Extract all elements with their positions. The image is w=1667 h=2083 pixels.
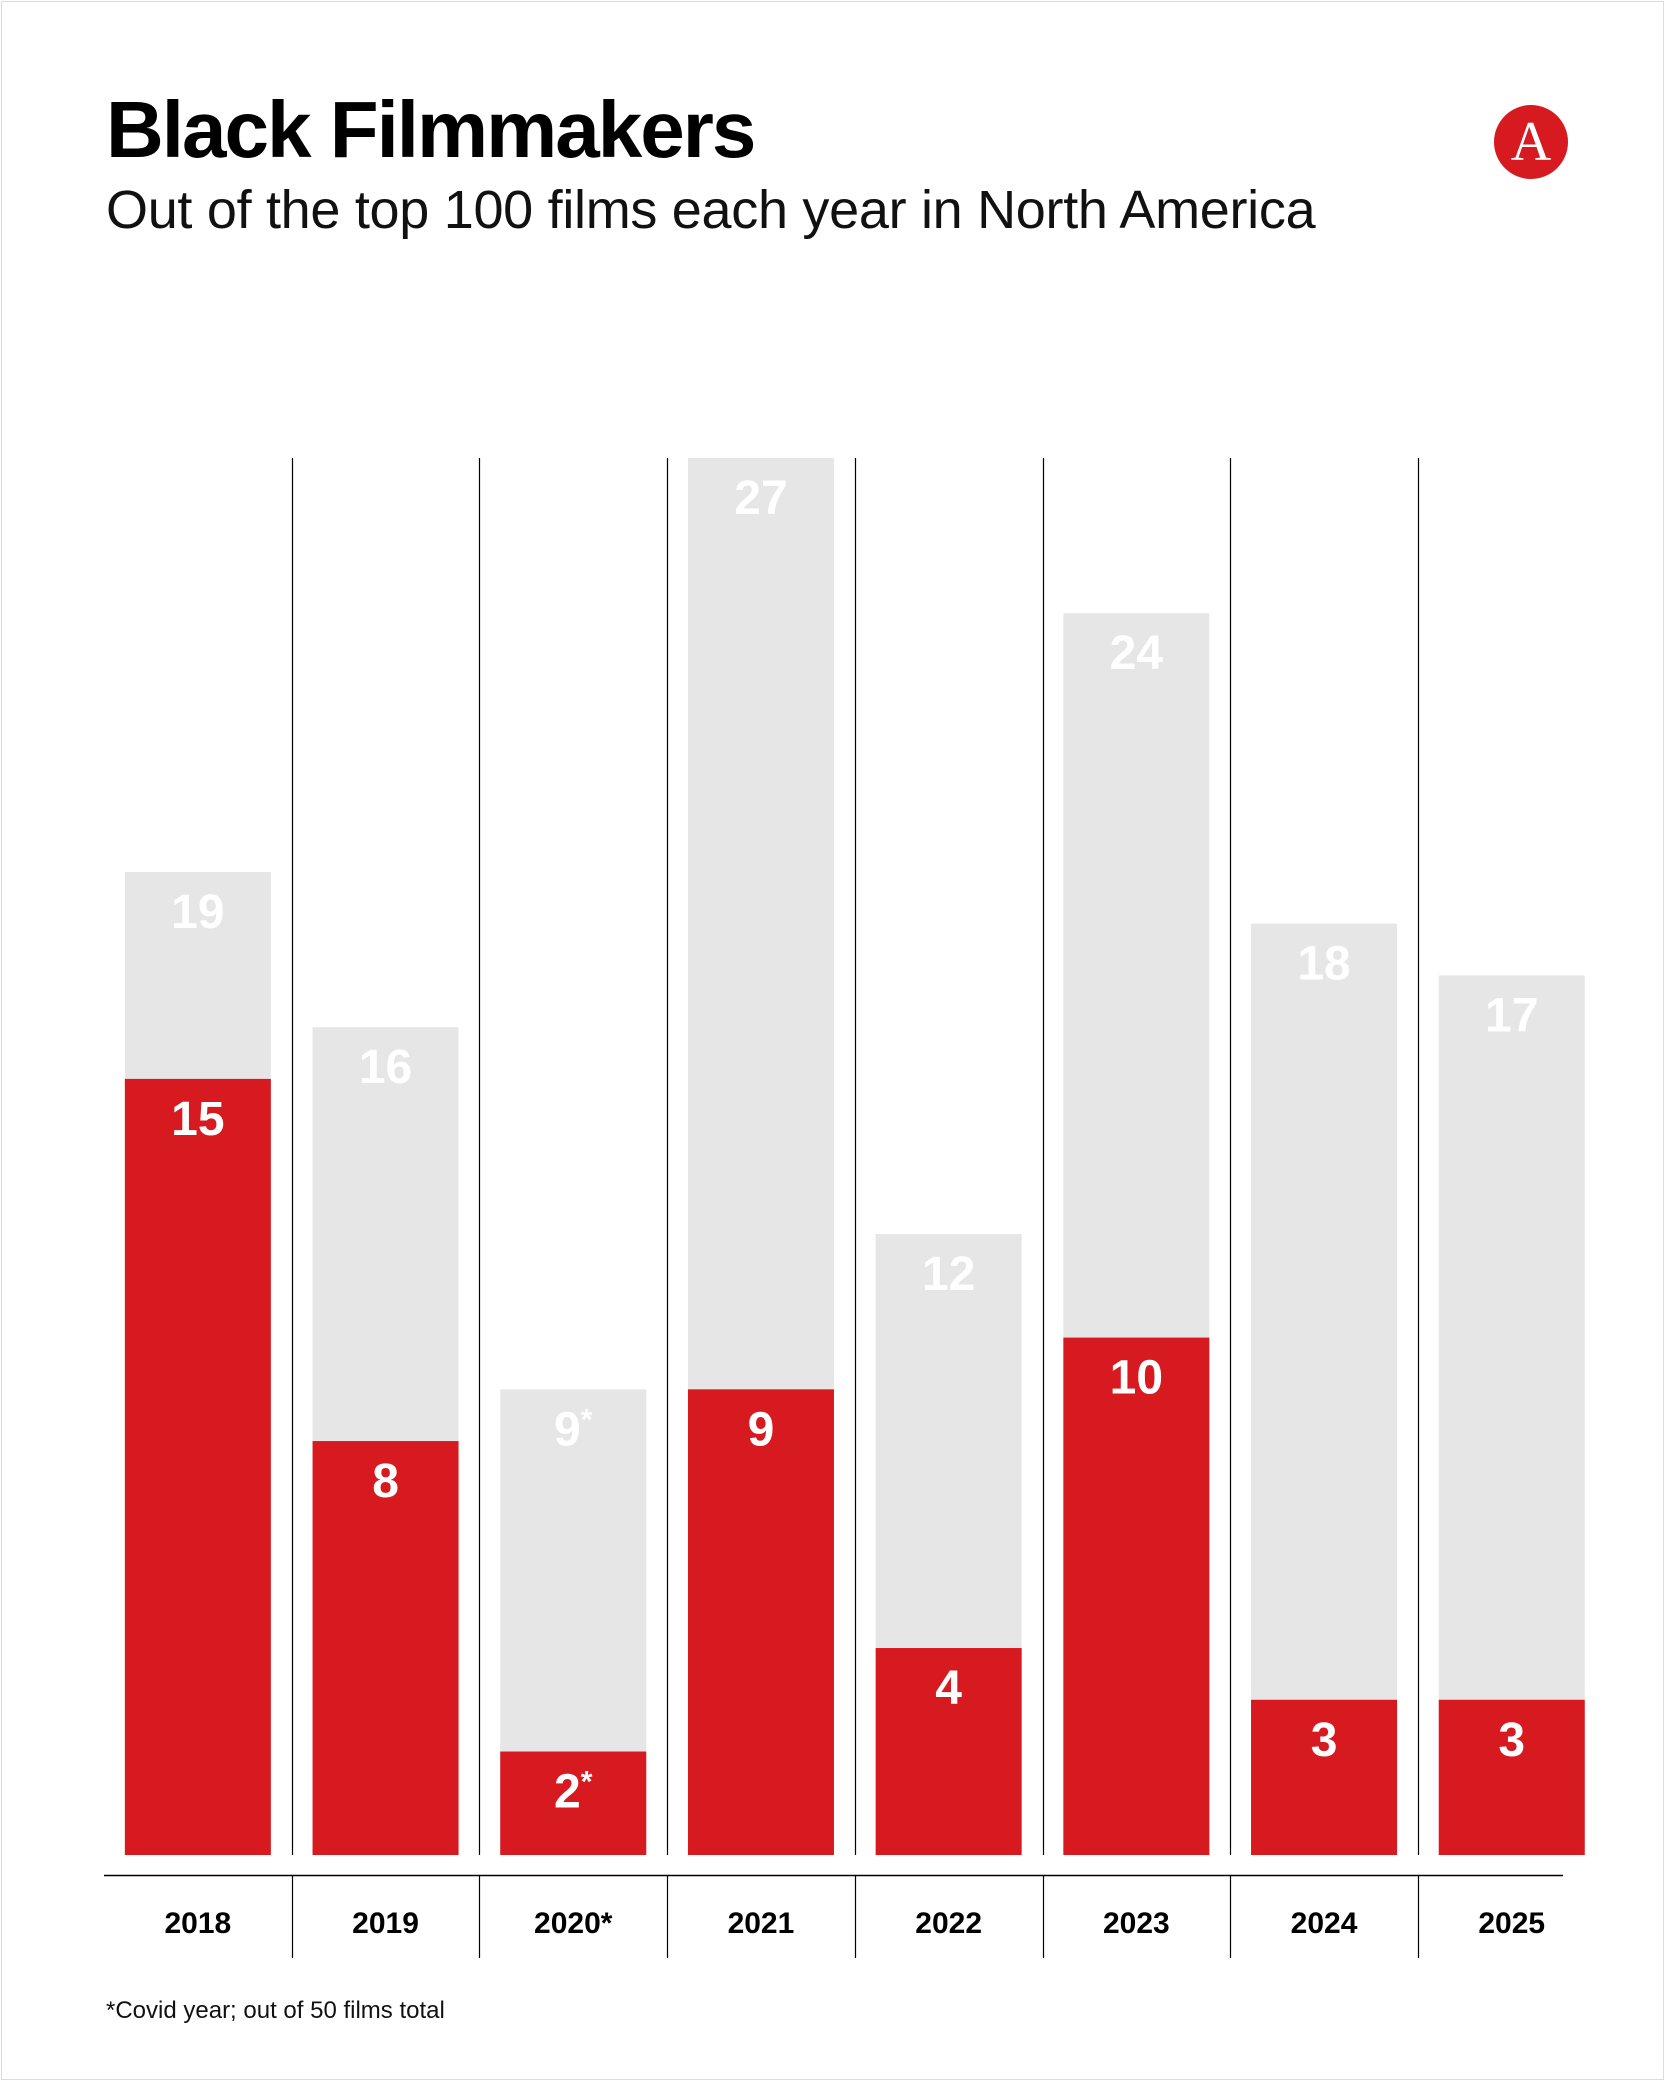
bar-black-2021 bbox=[687, 1389, 834, 1855]
data-label-total: 16 bbox=[359, 1041, 412, 1094]
publication-logo: A bbox=[1494, 105, 1568, 179]
x-tick-label: 2023 bbox=[1103, 1907, 1170, 1940]
bar-black-2020* bbox=[500, 1751, 647, 1855]
data-label-black: 3 bbox=[1498, 1714, 1525, 1767]
footnote: *Covid year; out of 50 films total bbox=[106, 1997, 445, 2024]
x-tick-label: 2025 bbox=[1478, 1907, 1545, 1940]
bar-black-2019 bbox=[312, 1441, 459, 1855]
data-label-total: 17 bbox=[1485, 989, 1538, 1042]
bar-black-2018 bbox=[124, 1078, 271, 1855]
chart-title: Black Filmmakers bbox=[106, 85, 756, 174]
data-label-black: 8 bbox=[372, 1455, 399, 1508]
bar-black-2022 bbox=[875, 1648, 1022, 1855]
data-label-total: 18 bbox=[1297, 938, 1350, 991]
x-tick-label: 2019 bbox=[352, 1907, 419, 1940]
data-label-total: 24 bbox=[1110, 627, 1164, 680]
bar-black-2024 bbox=[1251, 1699, 1398, 1855]
chart-subtitle: Out of the top 100 films each year in No… bbox=[106, 180, 1316, 240]
data-label-black: 10 bbox=[1110, 1352, 1163, 1405]
x-tick-label: 2022 bbox=[915, 1907, 982, 1940]
data-label-black: 4 bbox=[935, 1662, 962, 1715]
data-label-black: 15 bbox=[171, 1093, 224, 1146]
bar-black-2023 bbox=[1063, 1337, 1210, 1855]
data-label-total: 27 bbox=[734, 472, 787, 525]
x-tick-label: 2020* bbox=[534, 1907, 613, 1940]
x-tick-label: 2021 bbox=[728, 1907, 795, 1940]
x-tick-label: 2018 bbox=[164, 1907, 231, 1940]
bar-black-2025 bbox=[1438, 1699, 1585, 1855]
data-label-total: 19 bbox=[171, 886, 224, 939]
data-label-total: 12 bbox=[922, 1248, 975, 1301]
x-tick-label: 2024 bbox=[1291, 1907, 1358, 1940]
data-label-black: 9 bbox=[748, 1403, 775, 1456]
data-label-black: 3 bbox=[1311, 1714, 1338, 1767]
